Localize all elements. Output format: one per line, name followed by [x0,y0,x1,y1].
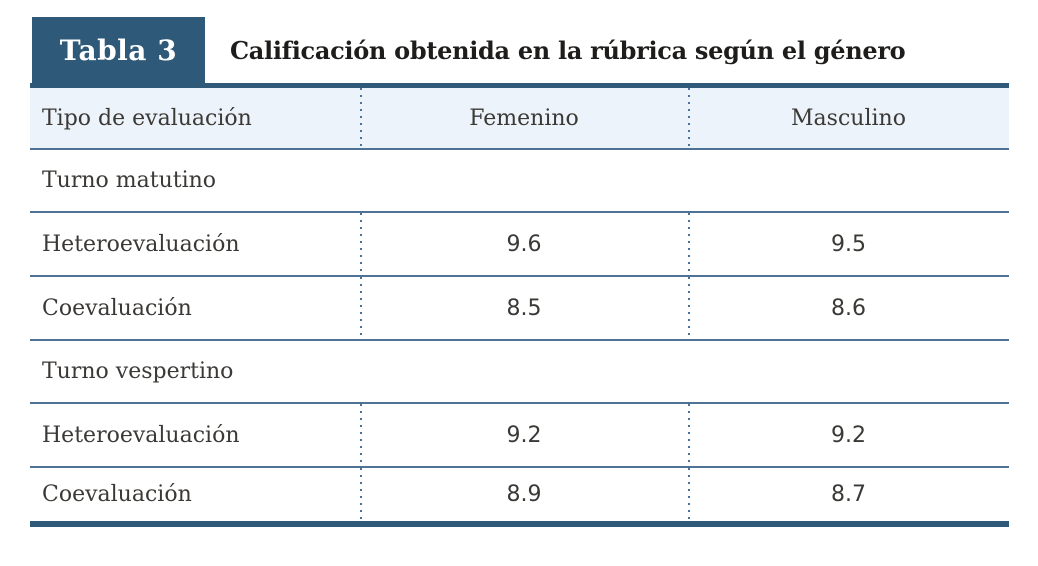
column-header-femenino: Femenino [360,88,688,148]
table-title: Calificación obtenida en la rúbrica segú… [230,35,906,65]
table-row-heteroevaluacion-matutino: Heteroevaluación 9.6 9.5 [30,213,1009,277]
table-number-label: Tabla 3 [59,33,178,67]
cell-femenino: 9.6 [360,213,688,275]
cell-masculino: 9.5 [688,213,1009,275]
cell-femenino: 8.9 [360,468,688,520]
column-header-masculino: Masculino [688,88,1009,148]
section-row-turno-matutino: Turno matutino [30,150,1009,213]
header-divider-rule [30,83,1009,88]
column-header-tipo-de-evaluacion: Tipo de evaluación [42,105,252,131]
data-table: Tipo de evaluación Femenino Masculino Tu… [30,88,1009,520]
table-header-row: Tipo de evaluación Femenino Masculino [30,88,1009,150]
table-row-coevaluacion-matutino: Coevaluación 8.5 8.6 [30,277,1009,341]
cell-masculino: 8.6 [688,277,1009,339]
table-number-badge: Tabla 3 [32,17,205,83]
section-row-turno-vespertino: Turno vespertino [30,341,1009,404]
section-title: Turno vespertino [42,359,234,384]
row-label: Coevaluación [42,481,192,507]
cell-femenino: 9.2 [360,404,688,466]
cell-masculino: 8.7 [688,468,1009,520]
table-bottom-rule [30,521,1009,527]
row-label: Heteroevaluación [42,422,240,448]
table-row-heteroevaluacion-vespertino: Heteroevaluación 9.2 9.2 [30,404,1009,468]
cell-femenino: 8.5 [360,277,688,339]
row-label: Heteroevaluación [42,231,240,257]
section-title: Turno matutino [42,168,217,193]
table-row-coevaluacion-vespertino: Coevaluación 8.9 8.7 [30,468,1009,520]
cell-masculino: 9.2 [688,404,1009,466]
row-label: Coevaluación [42,295,192,321]
